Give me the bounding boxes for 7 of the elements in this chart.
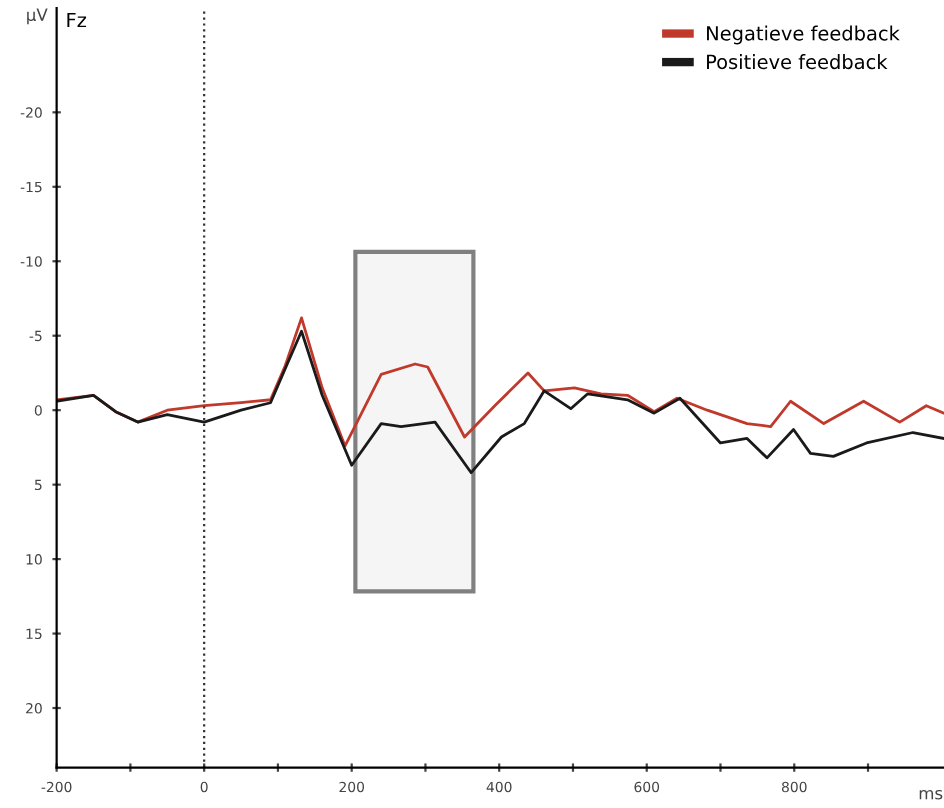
legend-label: Negatieve feedback: [707, 25, 900, 45]
legend-label: Positieve feedback: [707, 54, 888, 70]
line-series: [56, 329, 944, 475]
chart-title: Fz: [67, 12, 87, 28]
y-axis-title: µV: [27, 8, 48, 25]
x-axis-title: ms: [919, 789, 943, 800]
line-series: [56, 316, 944, 448]
